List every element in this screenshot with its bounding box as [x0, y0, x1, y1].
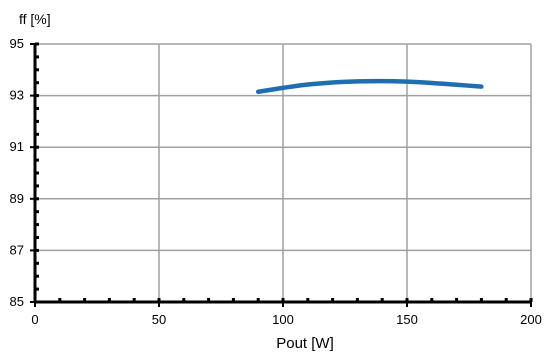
y-tick-label: 95 — [10, 36, 24, 51]
x-tick-label: 200 — [520, 312, 542, 327]
efficiency-series-line-0 — [255, 78, 484, 94]
tick-labels: 0 50 100 150 200 85 87 89 91 93 95 — [10, 36, 542, 327]
y-tick-label: 87 — [10, 242, 24, 257]
x-tick-label: 100 — [272, 312, 294, 327]
x-tick-label: 150 — [396, 312, 418, 327]
x-tick-label: 0 — [31, 312, 38, 327]
axes — [30, 42, 533, 307]
y-tick-label: 85 — [10, 294, 24, 309]
y-tick-label: 91 — [10, 139, 24, 154]
series-layer — [255, 78, 484, 94]
y-axis-label: ff [%] — [19, 11, 51, 27]
y-tick-label: 93 — [10, 88, 24, 103]
grid-lines — [35, 43, 532, 302]
x-tick-label: 50 — [152, 312, 166, 327]
x-axis-label: Pout [W] — [276, 335, 334, 352]
y-tick-label: 89 — [10, 191, 24, 206]
